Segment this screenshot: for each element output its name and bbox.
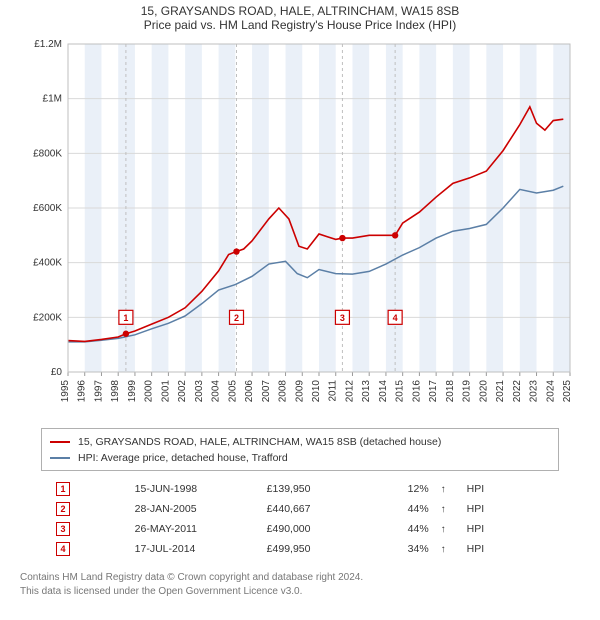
cell-price: £499,950 — [261, 539, 373, 559]
svg-text:£800K: £800K — [33, 148, 62, 159]
svg-text:2015: 2015 — [395, 380, 406, 403]
marker-badge: 1 — [56, 482, 70, 496]
transactions-table: 1 15-JUN-1998£139,95012% ↑ HPI 2 28-JAN-2005£… — [50, 479, 550, 559]
svg-text:4: 4 — [393, 313, 398, 323]
arrow-up-icon: ↑ — [441, 524, 446, 535]
svg-text:1: 1 — [123, 313, 128, 323]
svg-text:2007: 2007 — [261, 380, 272, 403]
svg-text:£400K: £400K — [33, 258, 62, 269]
title-address: 15, GRAYSANDS ROAD, HALE, ALTRINCHAM, WA… — [0, 4, 600, 18]
svg-text:£600K: £600K — [33, 203, 62, 214]
svg-text:2016: 2016 — [411, 380, 422, 403]
svg-text:2019: 2019 — [462, 380, 473, 403]
cell-pct: 12% — [373, 479, 435, 499]
legend-row: 15, GRAYSANDS ROAD, HALE, ALTRINCHAM, WA… — [50, 434, 550, 450]
table-row: 3 26-MAY-2011£490,00044% ↑ HPI — [50, 519, 550, 539]
cell-date: 15-JUN-1998 — [129, 479, 261, 499]
svg-text:2006: 2006 — [244, 380, 255, 403]
svg-text:2014: 2014 — [378, 380, 389, 403]
title-subtitle: Price paid vs. HM Land Registry's House … — [0, 18, 600, 32]
svg-text:2024: 2024 — [545, 380, 556, 403]
svg-text:2004: 2004 — [211, 380, 222, 403]
cell-cmp: HPI — [461, 499, 550, 519]
svg-text:2003: 2003 — [194, 380, 205, 403]
svg-text:2017: 2017 — [428, 380, 439, 403]
marker-badge: 2 — [56, 502, 70, 516]
cell-cmp: HPI — [461, 519, 550, 539]
svg-text:1995: 1995 — [60, 380, 71, 403]
cell-marker: 2 — [50, 499, 129, 519]
arrow-up-icon: ↑ — [441, 544, 446, 555]
cell-pct: 44% — [373, 519, 435, 539]
marker-badge: 3 — [56, 522, 70, 536]
svg-text:2021: 2021 — [495, 380, 506, 403]
cell-arrow: ↑ — [435, 479, 461, 499]
svg-text:2: 2 — [234, 313, 239, 323]
legend-label: HPI: Average price, detached house, Traf… — [78, 452, 288, 464]
cell-pct: 44% — [373, 499, 435, 519]
svg-text:2005: 2005 — [227, 380, 238, 403]
legend-swatch — [50, 441, 70, 443]
cell-arrow: ↑ — [435, 519, 461, 539]
chart-titles: 15, GRAYSANDS ROAD, HALE, ALTRINCHAM, WA… — [0, 0, 600, 34]
svg-text:2022: 2022 — [512, 380, 523, 403]
cell-price: £490,000 — [261, 519, 373, 539]
cell-marker: 3 — [50, 519, 129, 539]
chart-legend: 15, GRAYSANDS ROAD, HALE, ALTRINCHAM, WA… — [41, 428, 559, 471]
svg-text:2020: 2020 — [478, 380, 489, 403]
price-chart: £0 £200K £400K £600K £800K £1M £1.2M 1995 1996 19… — [20, 38, 580, 418]
arrow-up-icon: ↑ — [441, 504, 446, 515]
svg-text:£0: £0 — [51, 367, 63, 378]
legend-swatch — [50, 457, 70, 459]
cell-marker: 4 — [50, 539, 129, 559]
svg-text:2011: 2011 — [328, 380, 339, 402]
svg-text:2010: 2010 — [311, 380, 322, 403]
svg-text:2000: 2000 — [144, 380, 155, 403]
svg-text:1997: 1997 — [93, 380, 104, 403]
svg-text:£1.2M: £1.2M — [34, 39, 62, 50]
cell-date: 17-JUL-2014 — [129, 539, 261, 559]
legend-row: HPI: Average price, detached house, Traf… — [50, 450, 550, 466]
svg-text:1996: 1996 — [77, 380, 88, 403]
cell-arrow: ↑ — [435, 539, 461, 559]
table-row: 4 17-JUL-2014£499,95034% ↑ HPI — [50, 539, 550, 559]
footer-line-1: Contains HM Land Registry data © Crown c… — [20, 571, 580, 585]
cell-marker: 1 — [50, 479, 129, 499]
cell-date: 28-JAN-2005 — [129, 499, 261, 519]
footer-attribution: Contains HM Land Registry data © Crown c… — [20, 565, 580, 604]
svg-text:£200K: £200K — [33, 312, 62, 323]
footer-line-2: This data is licensed under the Open Gov… — [20, 585, 580, 599]
svg-text:1998: 1998 — [110, 380, 121, 403]
cell-pct: 34% — [373, 539, 435, 559]
cell-cmp: HPI — [461, 479, 550, 499]
svg-text:2002: 2002 — [177, 380, 188, 403]
cell-arrow: ↑ — [435, 499, 461, 519]
marker-badge: 4 — [56, 542, 70, 556]
cell-price: £139,950 — [261, 479, 373, 499]
svg-text:£1M: £1M — [43, 94, 62, 105]
cell-cmp: HPI — [461, 539, 550, 559]
svg-text:3: 3 — [340, 313, 345, 323]
table-row: 2 28-JAN-2005£440,66744% ↑ HPI — [50, 499, 550, 519]
svg-text:2025: 2025 — [562, 380, 573, 403]
cell-date: 26-MAY-2011 — [129, 519, 261, 539]
svg-text:2013: 2013 — [361, 380, 372, 403]
legend-label: 15, GRAYSANDS ROAD, HALE, ALTRINCHAM, WA… — [78, 436, 441, 448]
svg-text:2012: 2012 — [344, 380, 355, 403]
svg-text:2008: 2008 — [278, 380, 289, 403]
table-row: 1 15-JUN-1998£139,95012% ↑ HPI — [50, 479, 550, 499]
svg-text:1999: 1999 — [127, 380, 138, 403]
cell-price: £440,667 — [261, 499, 373, 519]
svg-text:2001: 2001 — [160, 380, 171, 403]
svg-text:2009: 2009 — [294, 380, 305, 403]
svg-text:2023: 2023 — [529, 380, 540, 403]
svg-text:2018: 2018 — [445, 380, 456, 403]
arrow-up-icon: ↑ — [441, 484, 446, 495]
